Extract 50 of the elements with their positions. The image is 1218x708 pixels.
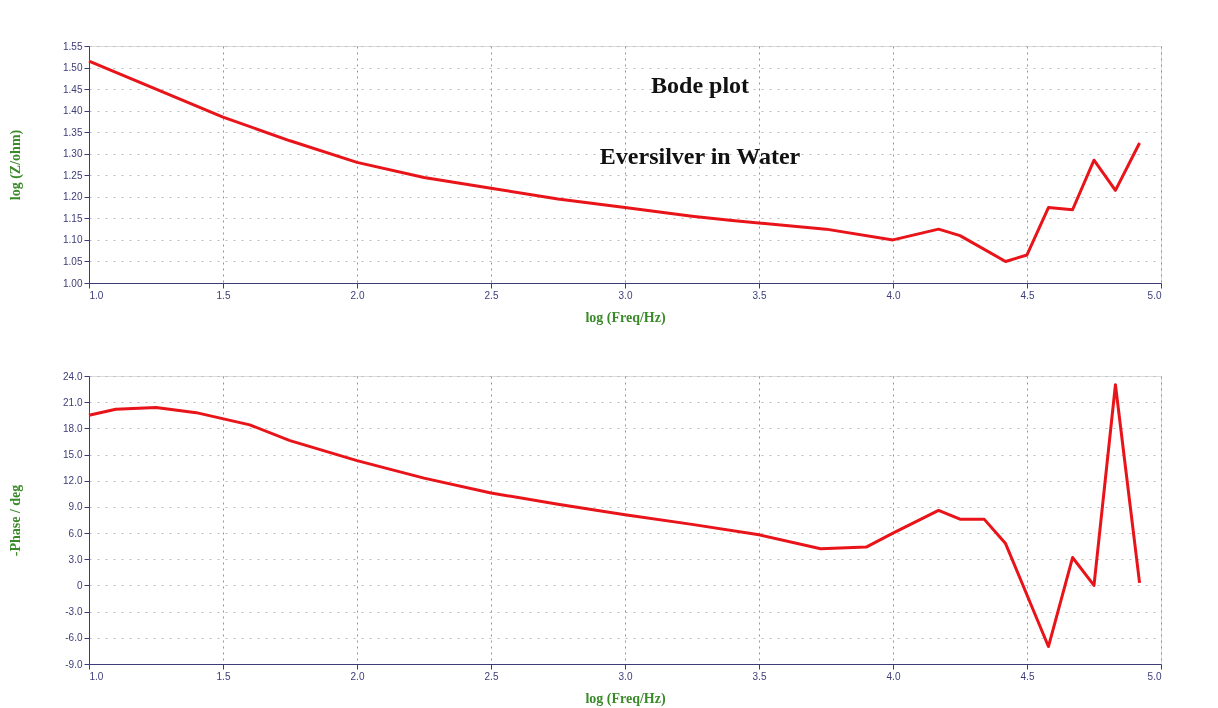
y-axis-title: -Phase / deg xyxy=(8,484,24,557)
x-tick-label: 5.0 xyxy=(1147,289,1162,301)
line-series xyxy=(87,59,1142,263)
y-tick-label: -9.0 xyxy=(65,658,83,670)
y-tick-label: 12.0 xyxy=(63,475,83,487)
y-tick-label: 1.20 xyxy=(63,191,83,203)
annotation: Eversilver in Water xyxy=(599,143,801,170)
y-tick-label: 24.0 xyxy=(63,370,83,382)
x-tick-label: 3.0 xyxy=(618,289,633,301)
y-tick-label: 0 xyxy=(76,579,83,591)
y-tick-label: 1.50 xyxy=(63,62,83,74)
line-series xyxy=(87,383,1142,649)
annotation: Bode plot xyxy=(651,72,750,99)
y-tick-label: 1.35 xyxy=(63,126,83,138)
y-tick-label: 3.0 xyxy=(68,553,83,565)
x-tick-label: 2.0 xyxy=(350,670,365,682)
x-tick-label: 1.0 xyxy=(89,670,104,682)
y-tick-label: 1.15 xyxy=(63,212,83,224)
x-tick-label: 2.5 xyxy=(484,670,499,682)
x-tick-label: 4.0 xyxy=(886,289,901,301)
y-tick-label: 1.05 xyxy=(63,255,83,267)
x-tick-label: 1.5 xyxy=(216,670,231,682)
y-tick-label: 1.30 xyxy=(63,148,83,160)
x-tick-label: 4.0 xyxy=(886,670,901,682)
x-tick-label: 3.5 xyxy=(752,670,767,682)
y-tick-label: -3.0 xyxy=(65,606,83,618)
y-tick-label: -6.0 xyxy=(65,632,83,644)
y-tick-label: 1.55 xyxy=(63,40,83,52)
y-tick-label: 1.40 xyxy=(63,105,83,117)
y-tick-label: 1.25 xyxy=(63,169,83,181)
x-tick-label: 2.0 xyxy=(350,289,365,301)
y-tick-label: 6.0 xyxy=(68,527,83,539)
y-tick-label: 9.0 xyxy=(68,501,83,513)
x-tick-label: 1.0 xyxy=(89,289,104,301)
x-tick-label: 3.5 xyxy=(752,289,767,301)
x-tick-label: 2.5 xyxy=(484,289,499,301)
y-tick-label: 18.0 xyxy=(63,422,83,434)
x-axis-title: log (Freq/Hz) xyxy=(585,309,666,326)
x-tick-label: 3.0 xyxy=(618,670,633,682)
y-tick-label: 15.0 xyxy=(63,449,83,461)
x-tick-label: 4.5 xyxy=(1020,289,1035,301)
y-tick-label: 1.45 xyxy=(63,83,83,95)
x-tick-label: 4.5 xyxy=(1020,670,1035,682)
y-tick-label: 21.0 xyxy=(63,396,83,408)
x-tick-label: 5.0 xyxy=(1147,670,1162,682)
y-axis-title: log (Z/ohm) xyxy=(8,129,25,201)
y-tick-label: 1.10 xyxy=(63,234,83,246)
y-tick-label: 1.00 xyxy=(63,277,83,289)
x-tick-label: 1.5 xyxy=(216,289,231,301)
x-axis-title: log (Freq/Hz) xyxy=(585,690,666,707)
